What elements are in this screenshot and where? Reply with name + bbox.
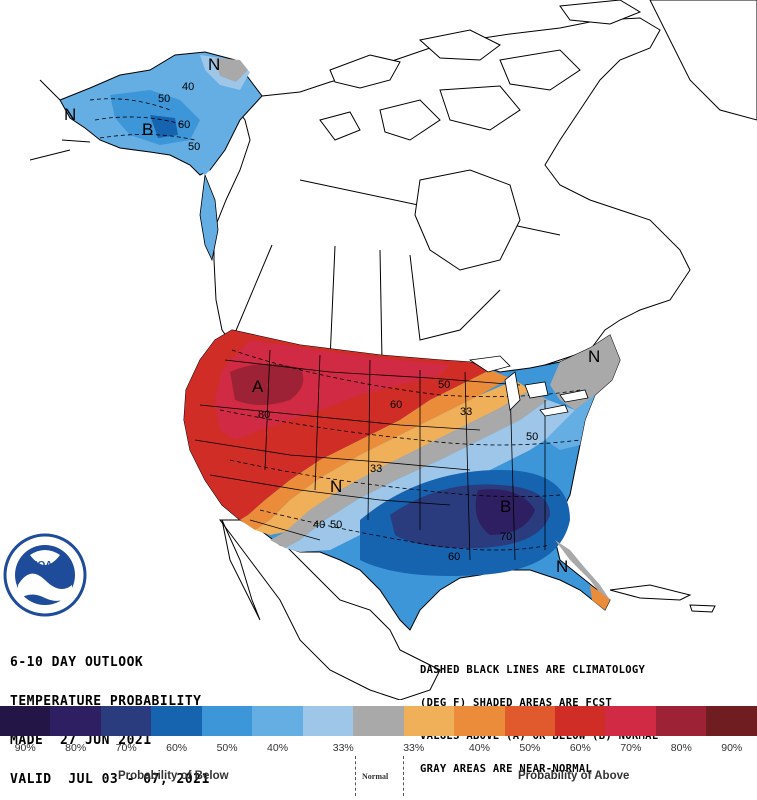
legend-percent-label: 33% bbox=[403, 742, 425, 754]
legend-swatch bbox=[353, 706, 404, 736]
below-label: Probability of Below bbox=[118, 770, 229, 782]
temperature-outlook-map: A B B N N N N N 80 60 50 33 33 40 50 50 … bbox=[3, 0, 757, 700]
contour-33-a: 33 bbox=[460, 406, 472, 418]
made-date: MADE 27 JUN 2021 bbox=[10, 733, 152, 748]
normal-divider-right bbox=[403, 756, 405, 796]
legend-swatch bbox=[252, 706, 303, 736]
note-line-1: DASHED BLACK LINES ARE CLIMATOLOGY bbox=[420, 664, 646, 676]
legend-swatch bbox=[100, 706, 152, 736]
above-marker: A bbox=[252, 377, 264, 396]
map-labels: A B B N N N N N 80 60 50 33 33 40 50 50 … bbox=[64, 55, 600, 576]
note-line-4: GRAY AREAS ARE NEAR-NORMAL bbox=[420, 763, 593, 775]
outlook-title: 6-10 DAY OUTLOOK bbox=[10, 655, 144, 670]
contour-50: 50 bbox=[438, 379, 450, 391]
map-notes: DASHED BLACK LINES ARE CLIMATOLOGY (DEG … bbox=[420, 643, 658, 786]
alaska-region bbox=[29, 51, 263, 262]
greenland bbox=[649, 0, 757, 121]
legend-swatch bbox=[655, 706, 707, 736]
legend-percent-label: 50% bbox=[216, 742, 238, 754]
legend-swatches bbox=[0, 706, 757, 736]
normal-marker-west: N bbox=[64, 105, 76, 124]
contour-50-b: 50 bbox=[330, 519, 342, 531]
contour-80: 80 bbox=[258, 409, 270, 421]
caribbean-islands bbox=[609, 584, 716, 613]
legend-percent-label: 60% bbox=[166, 742, 188, 754]
outlook-subtitle: TEMPERATURE PROBABILITY bbox=[10, 694, 202, 709]
contour-40: 40 bbox=[313, 519, 325, 531]
below-marker-conus: B bbox=[500, 497, 511, 516]
note-line-3: VALUES ABOVE (A) OR BELOW (B) NORMAL bbox=[420, 730, 659, 742]
contour-70: 70 bbox=[500, 531, 512, 543]
legend-percent-label: 50% bbox=[519, 742, 541, 754]
legend-percent-label: 40% bbox=[267, 742, 289, 754]
above-label: Probability of Above bbox=[518, 770, 630, 782]
contour-50-c: 50 bbox=[526, 431, 538, 443]
legend-percent-label: 70% bbox=[620, 742, 642, 754]
legend-percent-label: 80% bbox=[65, 742, 87, 754]
normal-marker-sw: N bbox=[330, 477, 342, 496]
contour-50-ak: 50 bbox=[158, 93, 170, 105]
legend-swatch bbox=[554, 706, 606, 736]
legend-percent-label: 90% bbox=[14, 742, 36, 754]
legend-swatch bbox=[302, 706, 354, 736]
legend-swatch bbox=[706, 706, 757, 736]
normal-label: Normal bbox=[362, 772, 389, 781]
legend-swatch bbox=[151, 706, 202, 736]
valid-range: VALID JUL 03 - 07, 2021 bbox=[10, 772, 210, 787]
baja-california bbox=[221, 519, 261, 621]
normal-marker-ak: N bbox=[208, 55, 220, 74]
legend-swatch bbox=[454, 706, 505, 736]
contour-50-ak-b: 50 bbox=[188, 141, 200, 153]
noaa-logo: NOAA bbox=[3, 533, 87, 617]
legend-percent-label: 90% bbox=[721, 742, 743, 754]
legend-swatch bbox=[605, 706, 656, 736]
contour-60-b: 60 bbox=[448, 551, 460, 563]
legend-percentages: 90% 80% 70% 60% 50% 40% 33% 33% 40% 50% 60% 70% 80% 9… bbox=[0, 742, 757, 756]
outlook-info: 6-10 DAY OUTLOOK TEMPERATURE PROBABILITY… bbox=[10, 630, 210, 799]
mexico-outline bbox=[219, 519, 441, 700]
legend-percent-label: 60% bbox=[569, 742, 591, 754]
legend-percent-label: 40% bbox=[468, 742, 490, 754]
probability-legend: 90% 80% 70% 60% 50% 40% 33% 33% 40% 50% 60% 70% 80% 9… bbox=[0, 706, 757, 800]
below-marker-alaska: B bbox=[142, 120, 153, 139]
noaa-logo-text: NOAA bbox=[30, 560, 59, 571]
conus-outlook bbox=[183, 329, 621, 631]
arctic-islands bbox=[319, 0, 642, 141]
legend-swatch bbox=[403, 706, 455, 736]
legend-percent-label: 80% bbox=[670, 742, 692, 754]
normal-marker-fl: N bbox=[556, 557, 568, 576]
legend-swatch bbox=[504, 706, 555, 736]
contour-33-b: 33 bbox=[370, 463, 382, 475]
normal-marker-ne: N bbox=[588, 347, 600, 366]
hudson-bay bbox=[414, 169, 521, 271]
legend-swatch bbox=[50, 706, 101, 736]
normal-divider-left bbox=[355, 756, 357, 796]
contour-60: 60 bbox=[390, 399, 402, 411]
legend-percent-label: 33% bbox=[332, 742, 354, 754]
contour-60-ak: 60 bbox=[178, 119, 190, 131]
legend-swatch bbox=[0, 706, 51, 736]
contour-40-ak: 40 bbox=[182, 81, 194, 93]
legend-swatch bbox=[201, 706, 253, 736]
legend-percent-label: 70% bbox=[115, 742, 137, 754]
note-line-2: (DEG F) SHADED AREAS ARE FCST bbox=[420, 697, 613, 709]
